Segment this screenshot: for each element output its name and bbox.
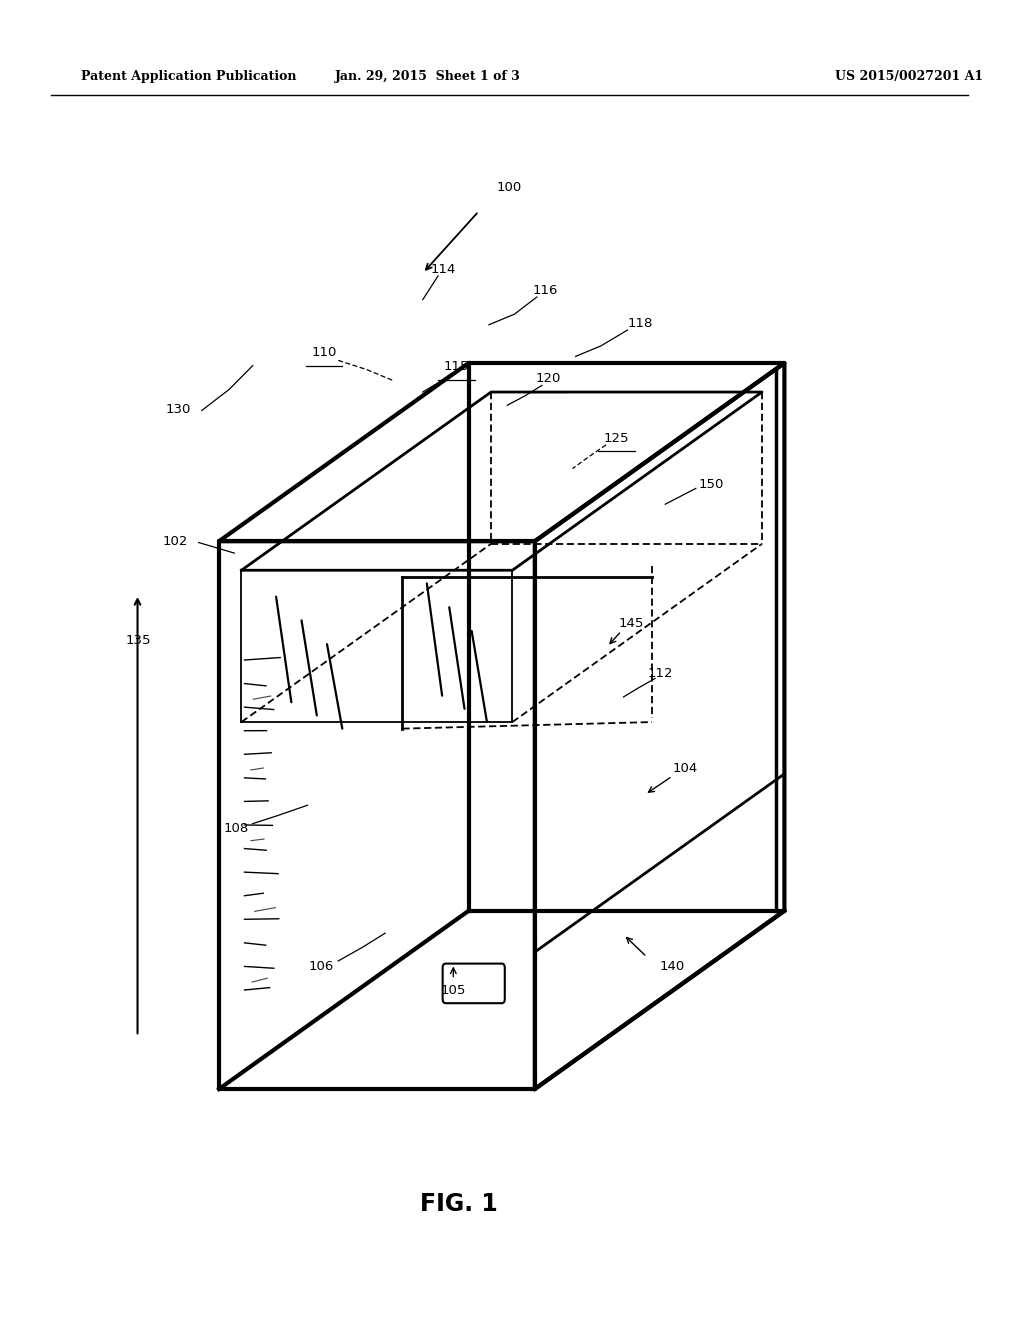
Text: 114: 114 [430,263,456,276]
Text: FIG. 1: FIG. 1 [420,1192,498,1216]
Text: 106: 106 [308,960,334,973]
Text: 135: 135 [125,634,151,647]
Text: 118: 118 [627,317,652,330]
Text: 112: 112 [647,667,673,680]
Text: 130: 130 [166,403,190,416]
Text: 105: 105 [440,983,466,997]
Text: 140: 140 [659,960,685,973]
Text: Patent Application Publication: Patent Application Publication [82,70,297,83]
Text: 108: 108 [223,822,249,836]
Text: 100: 100 [497,181,522,194]
Text: US 2015/0027201 A1: US 2015/0027201 A1 [836,70,983,83]
Text: 115: 115 [443,360,469,374]
Text: 104: 104 [673,762,698,775]
Text: 116: 116 [532,284,558,297]
Text: 125: 125 [603,432,629,445]
Text: 110: 110 [311,346,337,359]
Text: 145: 145 [618,616,644,630]
FancyBboxPatch shape [442,964,505,1003]
Text: Jan. 29, 2015  Sheet 1 of 3: Jan. 29, 2015 Sheet 1 of 3 [335,70,521,83]
Text: 102: 102 [163,535,188,548]
Text: 150: 150 [698,478,724,491]
Text: 120: 120 [536,372,561,385]
